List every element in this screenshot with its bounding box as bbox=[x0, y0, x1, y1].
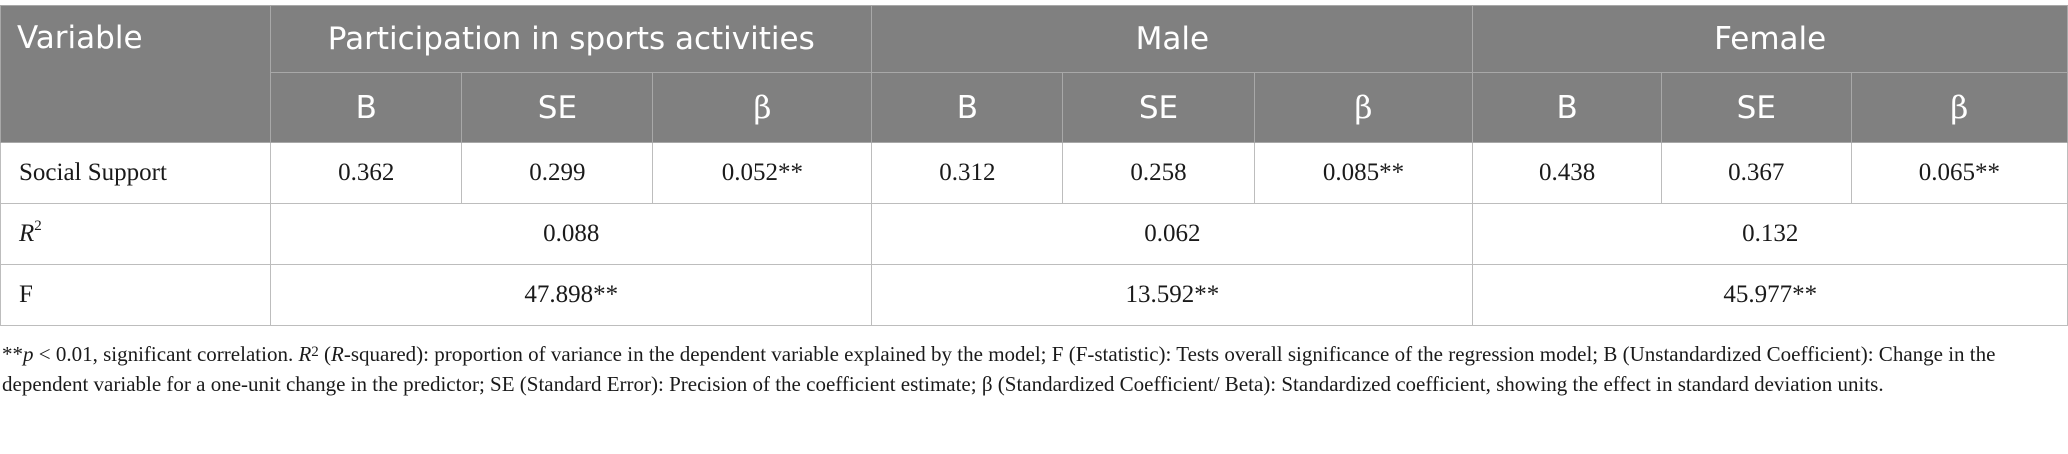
footnote-r-symbol: R bbox=[298, 342, 312, 366]
cell-female-b: 0.438 bbox=[1472, 142, 1662, 204]
table-row-f-statistic: F 47.898** 13.592** 45.977** bbox=[0, 264, 2068, 326]
cell-male-r-squared: 0.062 bbox=[871, 203, 1474, 265]
group-header-participation: Participation in sports activities bbox=[270, 5, 873, 73]
group-header-male: Male bbox=[871, 5, 1474, 73]
cell-female-se: 0.367 bbox=[1660, 142, 1852, 204]
stat-header-se: SE bbox=[1660, 72, 1852, 143]
footnote-p-symbol: p bbox=[23, 342, 34, 366]
footnote-r-italic: R bbox=[331, 342, 344, 366]
table-row-r-squared: R2 0.088 0.062 0.132 bbox=[0, 203, 2068, 265]
cell-participation-b: 0.362 bbox=[270, 142, 463, 204]
cell-male-b: 0.312 bbox=[871, 142, 1064, 204]
stat-header-b: B bbox=[270, 72, 463, 143]
cell-participation-r-squared: 0.088 bbox=[270, 203, 873, 265]
stat-header-beta: β bbox=[1253, 72, 1474, 143]
cell-participation-f: 47.898** bbox=[270, 264, 873, 326]
footnote-r-superscript: 2 bbox=[311, 344, 319, 360]
regression-results-table: Variable Participation in sports activit… bbox=[0, 5, 2068, 326]
variable-column-header: Variable bbox=[0, 5, 272, 143]
stat-header-se: SE bbox=[461, 72, 654, 143]
table-footnote: **p < 0.01, significant correlation. R2 … bbox=[2, 339, 2052, 399]
cell-male-beta: 0.085** bbox=[1253, 142, 1474, 204]
cell-female-r-squared: 0.132 bbox=[1472, 203, 2068, 265]
footnote-paren-open: ( bbox=[318, 342, 332, 366]
footnote-definitions: -squared): proportion of variance in the… bbox=[2, 342, 1996, 396]
stat-header-beta: β bbox=[652, 72, 873, 143]
footnote-stars: ** bbox=[2, 342, 23, 366]
group-header-female: Female bbox=[1472, 5, 2068, 73]
row-label-r-squared: R2 bbox=[0, 203, 272, 265]
stat-header-se: SE bbox=[1062, 72, 1255, 143]
r-symbol: R bbox=[19, 220, 35, 247]
table-row-social-support: Social Support 0.362 0.299 0.052** 0.312… bbox=[0, 142, 2068, 204]
stat-header-b: B bbox=[1472, 72, 1662, 143]
cell-female-beta: 0.065** bbox=[1850, 142, 2068, 204]
table-header-row-stats: B SE β B SE β B SE β bbox=[1, 72, 2068, 143]
stat-header-beta: β bbox=[1850, 72, 2068, 143]
cell-participation-beta: 0.052** bbox=[652, 142, 873, 204]
cell-female-f: 45.977** bbox=[1472, 264, 2068, 326]
stat-header-b: B bbox=[871, 72, 1064, 143]
table-header-row-groups: Variable Participation in sports activit… bbox=[0, 5, 2068, 143]
row-label-social-support: Social Support bbox=[0, 142, 272, 204]
row-label-f: F bbox=[0, 264, 272, 326]
footnote-p-text: < 0.01, significant correlation. bbox=[33, 342, 299, 366]
r-superscript: 2 bbox=[34, 218, 42, 234]
cell-male-f: 13.592** bbox=[871, 264, 1474, 326]
cell-male-se: 0.258 bbox=[1062, 142, 1255, 204]
cell-participation-se: 0.299 bbox=[461, 142, 654, 204]
